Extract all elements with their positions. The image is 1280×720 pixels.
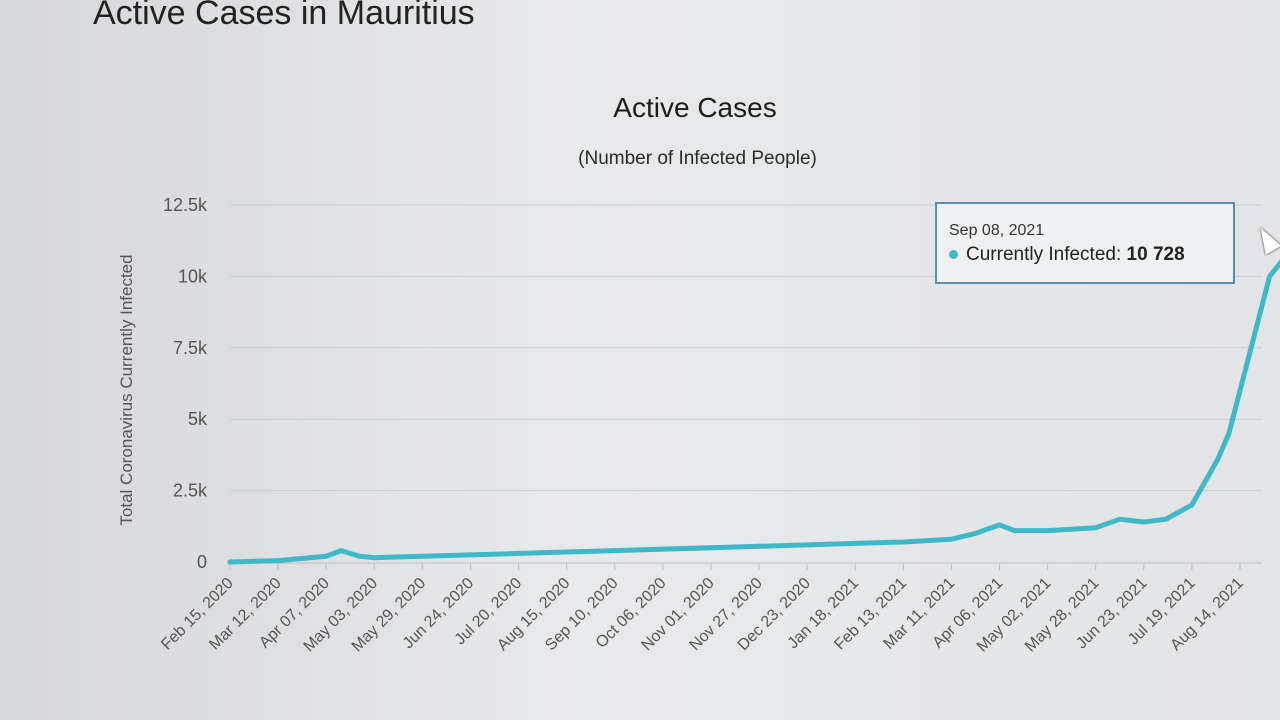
data-point [276,558,281,563]
data-point [1141,520,1146,524]
tooltip-value: 10 728 [1126,244,1185,265]
data-point [757,544,761,549]
data-point [1202,480,1207,484]
y-tick-label: 10k [178,266,208,286]
data-point [853,541,858,546]
data-point [973,531,978,536]
data-point [805,542,810,547]
data-point [228,560,232,564]
chart-title: Active Cases [613,92,777,123]
data-point [660,547,665,552]
data-point [468,552,473,557]
data-point [1117,517,1122,522]
y-axis-label: Total Coronavirus Currently Infected [117,254,136,525]
data-point [612,548,617,553]
data-point [901,540,906,544]
chart-tooltip: Sep 08, 2021 Currently Infected: 10 728 [935,202,1235,284]
data-point [372,555,377,560]
data-point [516,551,521,556]
data-point [1093,525,1098,530]
data-point [709,545,713,550]
data-point [949,537,954,542]
data-point [1189,502,1194,507]
data-point [1252,331,1257,336]
y-tick-label: 5k [188,409,208,429]
data-point [1267,274,1272,279]
data-point [1012,528,1017,533]
data-point [997,522,1002,527]
series-dot-icon [949,250,958,260]
series-line-currently-infected [227,259,1280,565]
data-point [1215,457,1220,462]
y-tick-label: 0 [197,552,207,572]
data-point [564,550,569,554]
data-point [420,554,425,559]
data-point [339,548,343,553]
data-point [1045,528,1050,533]
data-point [324,554,329,559]
chart-subtitle: (Number of Infected People) [578,148,817,169]
data-point [1164,517,1168,522]
tooltip-line: Currently Infected: 10 728 [949,244,1185,266]
page-title: Active Cases in Mauritius [93,0,475,32]
y-tick-label: 2.5k [173,481,208,501]
tooltip-date: Sep 08, 2021 [949,222,1045,239]
y-tick-label: 7.5k [173,338,208,358]
data-point [357,554,362,559]
data-point [1238,388,1242,393]
data-point [1226,431,1231,436]
y-tick-label: 12.5k [163,195,208,215]
tooltip-label: Currently Infected: [966,244,1127,265]
